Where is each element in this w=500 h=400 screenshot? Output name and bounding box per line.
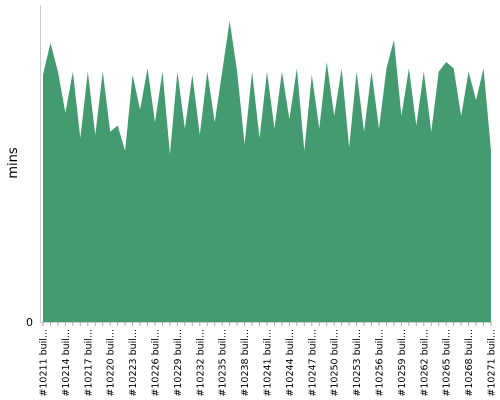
x-tick-label: #10265 buil... <box>442 329 453 397</box>
x-tick-label: #10271 buil... <box>487 329 498 397</box>
x-axis-ticks: #10211 buil... #10214 buil... #10217 buil.… <box>39 322 498 397</box>
x-tick-label: #10232 buil... <box>195 329 206 397</box>
x-tick-label: #10241 buil... <box>263 329 274 397</box>
area-fill <box>43 20 491 322</box>
x-tick-label: #10235 buil... <box>218 329 229 397</box>
x-tick-label: #10253 buil... <box>352 329 363 397</box>
x-tick-label: #10220 buil... <box>106 329 117 397</box>
x-tick-label: #10256 buil... <box>375 329 386 397</box>
x-tick-label: #10247 buil... <box>307 329 318 397</box>
x-tick-label: #10268 buil... <box>464 329 475 397</box>
x-tick-label: #10244 buil... <box>285 329 296 397</box>
x-tick-label: #10223 buil... <box>128 329 139 397</box>
x-tick-label: #10217 buil... <box>83 329 94 397</box>
x-tick-label: #10262 buil... <box>419 329 430 397</box>
x-tick-label: #10250 buil... <box>330 329 341 397</box>
x-tick-label: #10259 buil... <box>397 329 408 397</box>
area-series <box>43 20 491 322</box>
x-tick-label: #10211 buil... <box>39 329 50 397</box>
x-tick-label: #10214 buil... <box>61 329 72 397</box>
x-tick-label: #10226 buil... <box>151 329 162 397</box>
x-tick-label: #10238 buil... <box>240 329 251 397</box>
y-axis-label: mins <box>6 147 21 179</box>
y-tick-label-0: 0 <box>26 316 33 329</box>
x-tick-label: #10229 buil... <box>173 329 184 397</box>
